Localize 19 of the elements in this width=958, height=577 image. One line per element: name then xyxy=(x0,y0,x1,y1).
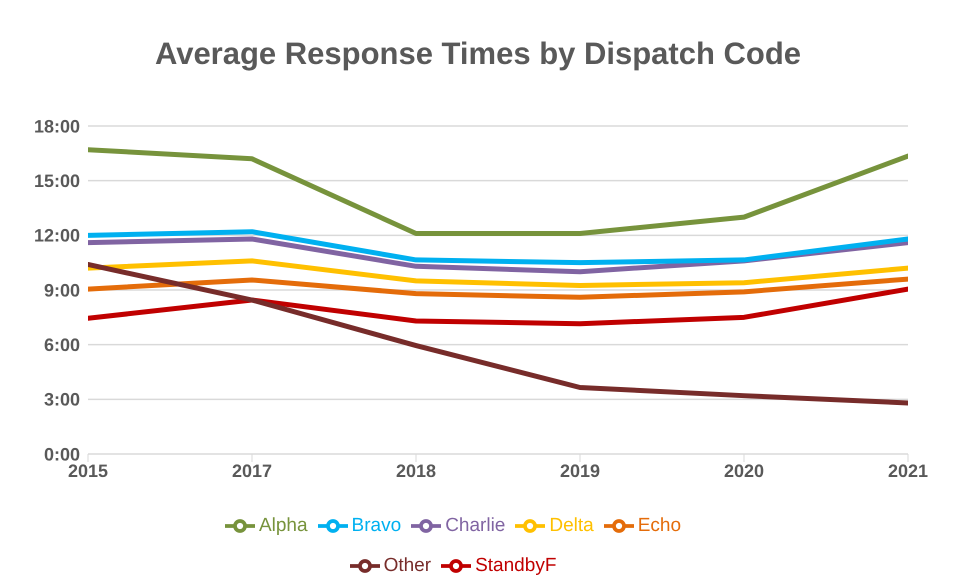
x-tick-label: 2017 xyxy=(232,460,272,481)
legend-label: Echo xyxy=(638,515,682,536)
y-tick-label: 18:00 xyxy=(34,116,80,136)
x-tick-label: 2018 xyxy=(396,460,436,481)
legend-label: Charlie xyxy=(445,515,506,536)
x-tick-label: 2019 xyxy=(560,460,600,481)
x-tick-label: 2020 xyxy=(724,460,764,481)
y-tick-label: 12:00 xyxy=(34,226,80,246)
y-tick-label: 15:00 xyxy=(34,171,80,192)
y-tick-label: 3:00 xyxy=(44,390,80,410)
legend-label: Alpha xyxy=(258,515,308,536)
y-tick-label: 9:00 xyxy=(44,280,80,300)
chart-title: Average Response Times by Dispatch Code xyxy=(154,35,802,73)
x-tick-label: 2021 xyxy=(888,460,928,481)
y-tick-label: 6:00 xyxy=(44,335,80,356)
legend-label: Other xyxy=(384,555,432,576)
legend-label: Delta xyxy=(549,515,594,536)
legend-label: Bravo xyxy=(352,515,402,536)
legend-label: StandbyF xyxy=(475,555,556,576)
